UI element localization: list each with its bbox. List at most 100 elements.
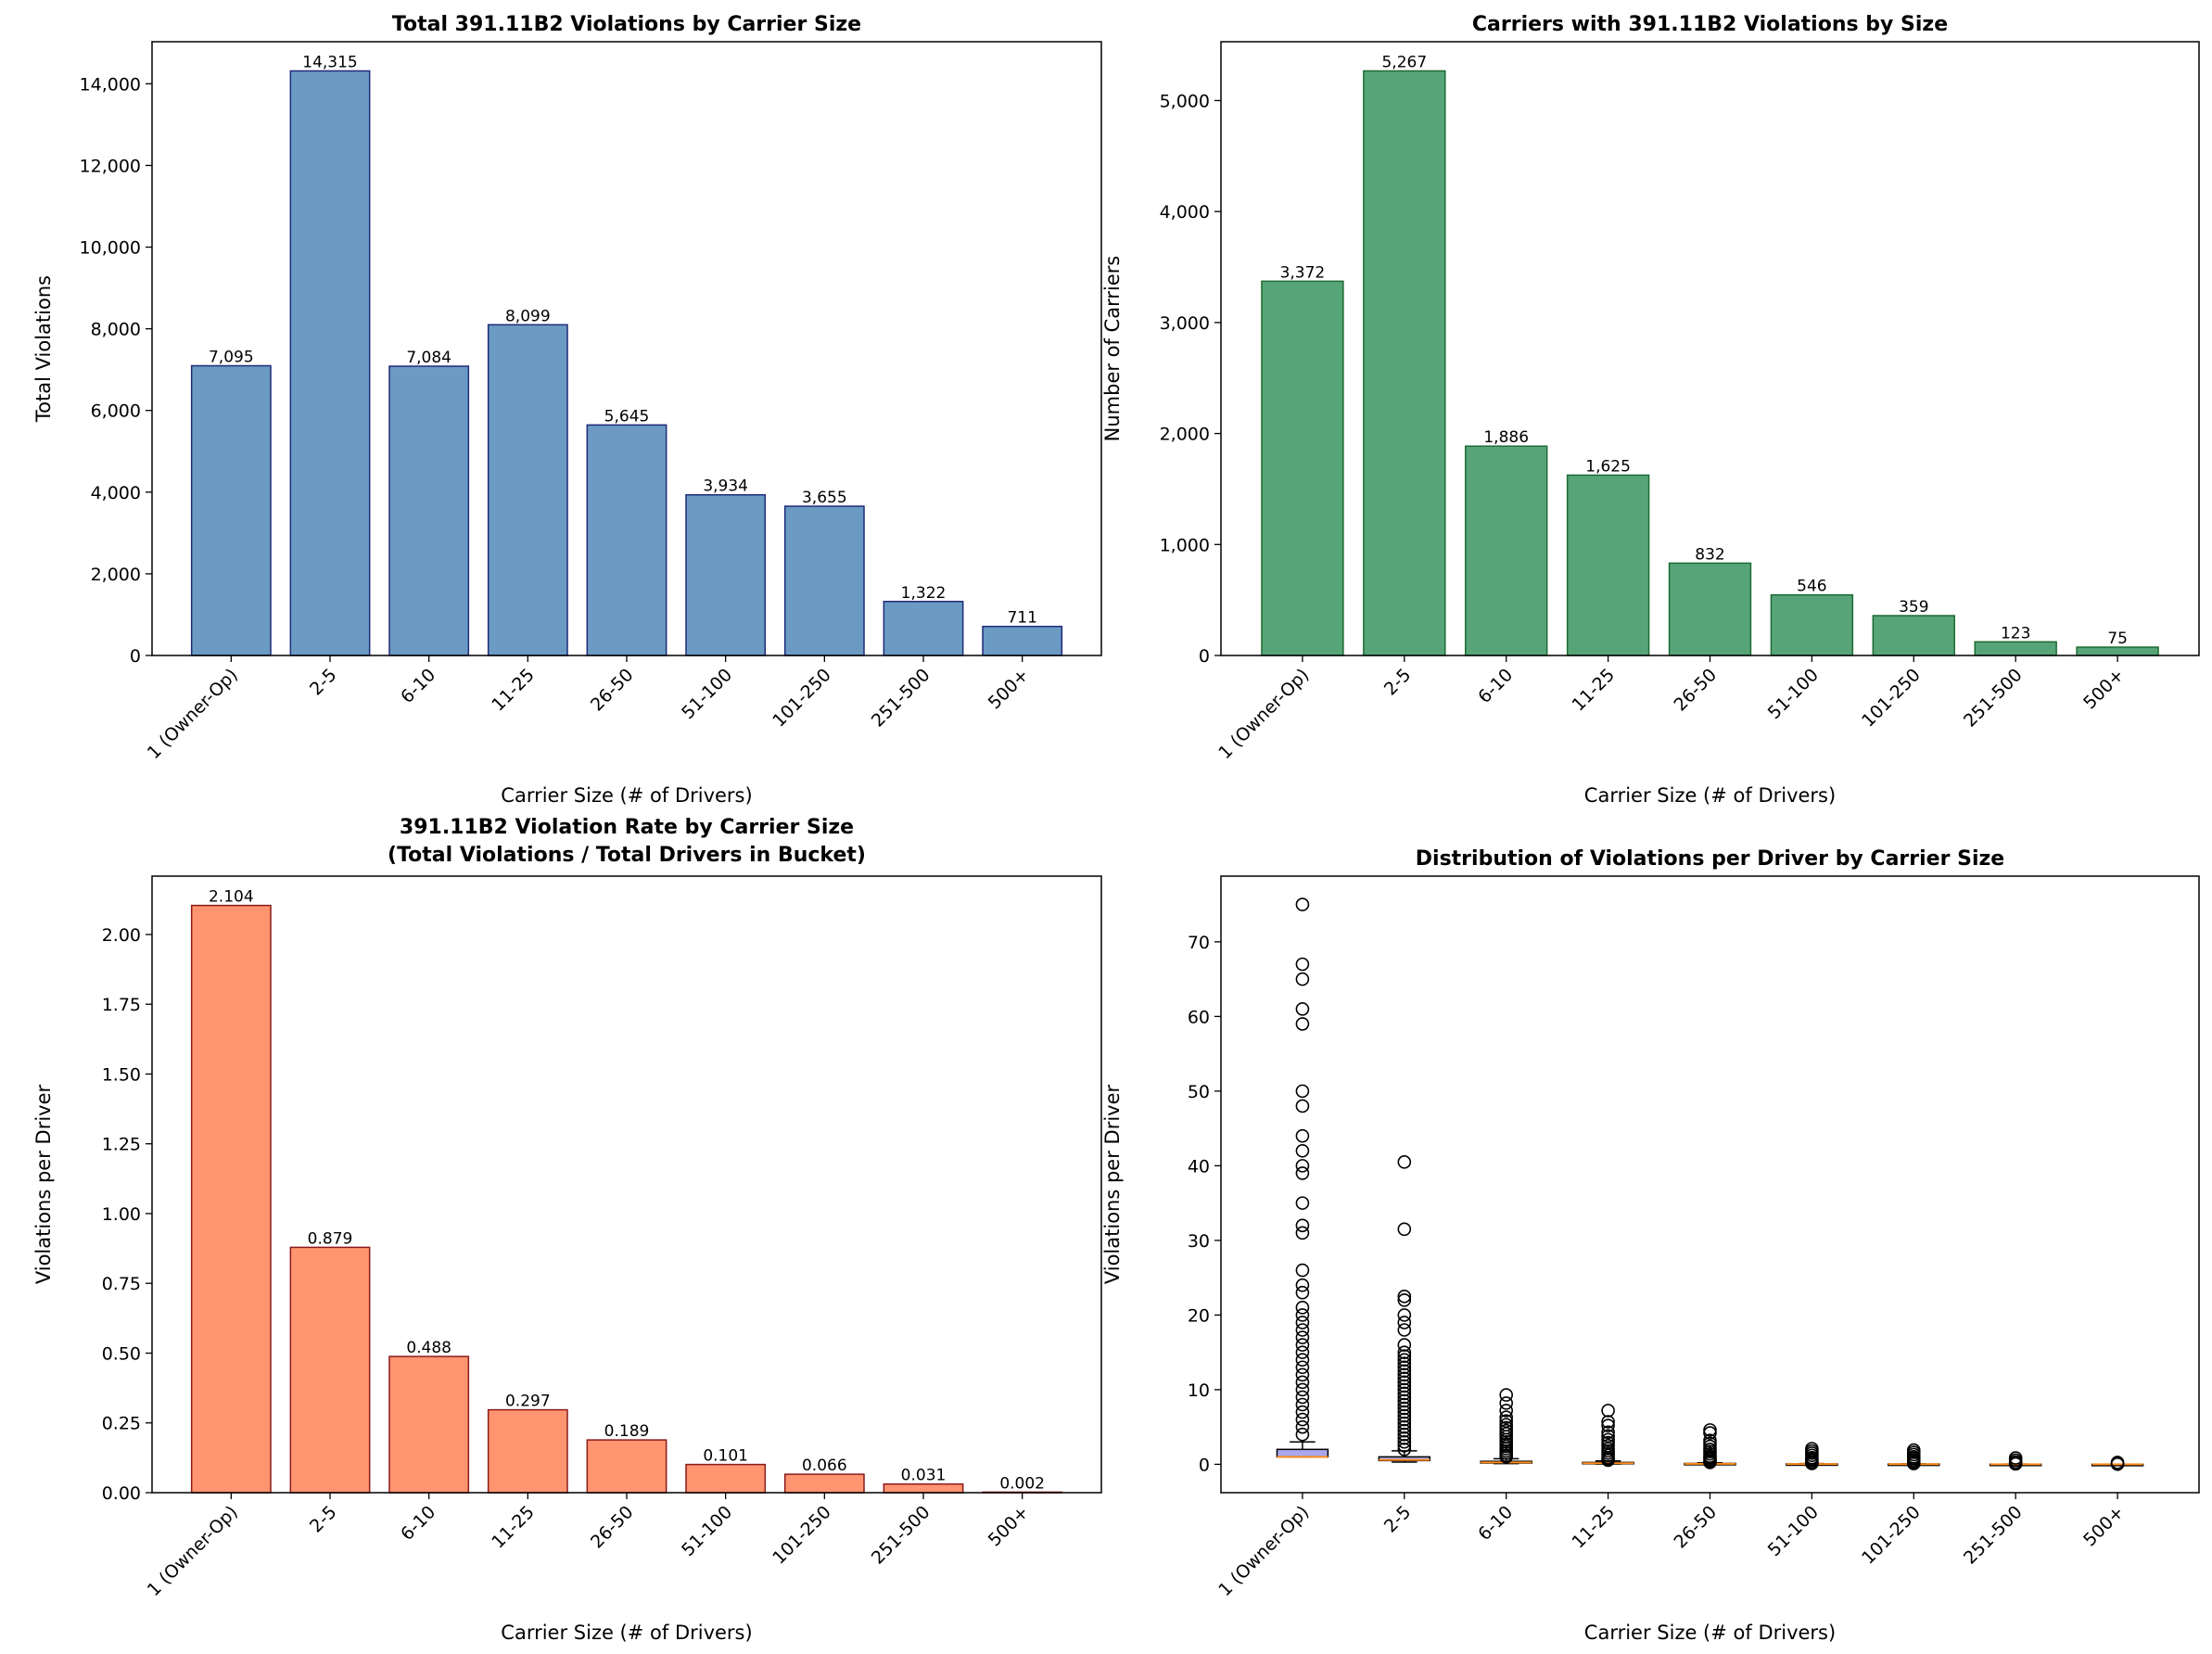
box-outlier bbox=[1397, 1397, 1412, 1412]
bar-value-label: 3,655 bbox=[802, 489, 847, 507]
box-outlier bbox=[1295, 1308, 1310, 1322]
y-tick-label: 0.25 bbox=[102, 1414, 141, 1434]
bar bbox=[388, 365, 470, 656]
box-outlier bbox=[1397, 1423, 1412, 1438]
box-outlier bbox=[1295, 972, 1310, 986]
axes-frame bbox=[1220, 41, 2200, 656]
y-tick-label: 2.00 bbox=[102, 925, 141, 946]
box-outlier bbox=[1397, 1434, 1412, 1449]
bar-value-label: 7,095 bbox=[209, 348, 254, 366]
box-outlier bbox=[1295, 1412, 1310, 1427]
box-outlier bbox=[1397, 1375, 1412, 1390]
bar-value-label: 123 bbox=[2001, 624, 2030, 643]
box-outlier bbox=[1397, 1368, 1412, 1382]
bar-value-label: 3,372 bbox=[1280, 263, 1326, 282]
box-outlier bbox=[1295, 1427, 1310, 1442]
bar-value-label: 7,084 bbox=[406, 349, 451, 367]
bar bbox=[1668, 562, 1752, 656]
box-outlier bbox=[1397, 1438, 1412, 1453]
bar bbox=[388, 1355, 470, 1494]
bar bbox=[190, 364, 272, 656]
y-tick-label: 4,000 bbox=[1160, 202, 1210, 223]
bar-value-label: 0.101 bbox=[703, 1447, 748, 1466]
bar-value-label: 0.189 bbox=[604, 1422, 650, 1441]
y-tick-label: 0.75 bbox=[102, 1274, 141, 1294]
bar-value-label: 711 bbox=[1007, 609, 1036, 628]
chart-title-line: Total 391.11B2 Violations by Carrier Siz… bbox=[392, 13, 861, 36]
bar-value-label: 3,934 bbox=[703, 477, 748, 496]
bar-value-label: 0.488 bbox=[406, 1339, 451, 1357]
bar bbox=[883, 1482, 964, 1494]
box-outlier bbox=[1295, 1128, 1310, 1143]
bar bbox=[685, 1463, 767, 1494]
y-tick-label: 1.50 bbox=[102, 1064, 141, 1085]
chart-title: Distribution of Violations per Driver by… bbox=[1416, 847, 2004, 871]
box-outlier bbox=[1397, 1308, 1412, 1322]
bar-value-label: 0.066 bbox=[802, 1457, 847, 1475]
bar-value-label: 0.002 bbox=[999, 1474, 1045, 1493]
box-outlier bbox=[1397, 1360, 1412, 1375]
box-outlier bbox=[1295, 1397, 1310, 1412]
y-axis-label: Total Violations bbox=[32, 275, 55, 423]
bar-value-label: 5,645 bbox=[604, 407, 650, 426]
bar bbox=[289, 1246, 371, 1494]
box-outlier bbox=[1295, 897, 1310, 911]
bar-value-label: 8,099 bbox=[505, 307, 551, 325]
bar bbox=[586, 424, 667, 656]
y-tick-label: 10,000 bbox=[80, 238, 141, 259]
box-outlier bbox=[1295, 1323, 1310, 1337]
bar-value-label: 0.297 bbox=[505, 1393, 551, 1411]
bar bbox=[1872, 615, 1956, 656]
box-outlier bbox=[2110, 1457, 2125, 1471]
box-outlier bbox=[1295, 1368, 1310, 1382]
bar bbox=[685, 493, 767, 656]
box-outlier bbox=[1397, 1379, 1412, 1393]
box-outlier bbox=[1499, 1410, 1514, 1424]
y-tick-label: 12,000 bbox=[80, 156, 141, 176]
bar bbox=[487, 1408, 568, 1494]
x-axis-label: Carrier Size (# of Drivers) bbox=[1584, 1622, 1836, 1644]
box-outlier bbox=[1397, 1412, 1412, 1427]
bar-value-label: 14,315 bbox=[302, 53, 357, 71]
y-tick-label: 40 bbox=[1188, 1156, 1210, 1177]
bar-value-label: 1,322 bbox=[901, 584, 947, 603]
box bbox=[1276, 1448, 1329, 1458]
box-outlier bbox=[1397, 1419, 1412, 1434]
bar-value-label: 359 bbox=[1899, 598, 1928, 617]
box-outlier bbox=[1295, 1099, 1310, 1113]
box-outlier bbox=[1601, 1425, 1615, 1440]
bar-value-label: 0.031 bbox=[901, 1467, 947, 1485]
x-axis-label: Carrier Size (# of Drivers) bbox=[501, 784, 752, 807]
bar bbox=[982, 625, 1063, 656]
chart-title: Carriers with 391.11B2 Violations by Siz… bbox=[1472, 13, 1948, 36]
box-outlier bbox=[1295, 1017, 1310, 1031]
box-outlier bbox=[1295, 1390, 1310, 1405]
bar-value-label: 1,625 bbox=[1585, 457, 1631, 476]
bar bbox=[586, 1439, 667, 1494]
chart-title-line: 391.11B2 Violation Rate by Carrier Size bbox=[400, 816, 854, 839]
chart-title: 391.11B2 Violation Rate by Carrier Size (… bbox=[388, 816, 866, 867]
axes-frame bbox=[1220, 875, 2200, 1494]
y-tick-label: 5,000 bbox=[1160, 91, 1210, 111]
box-outlier bbox=[1397, 1408, 1412, 1423]
bar bbox=[1363, 70, 1446, 656]
y-axis-label: Number of Carriers bbox=[1101, 256, 1124, 442]
box-outlier bbox=[1397, 1292, 1412, 1307]
chart-title-line: (Total Violations / Total Drivers in Buc… bbox=[388, 844, 866, 867]
box-outlier bbox=[1295, 1263, 1310, 1278]
bar bbox=[289, 70, 371, 656]
box-outlier bbox=[1499, 1404, 1514, 1418]
box-outlier bbox=[1601, 1404, 1615, 1418]
box-outlier bbox=[1295, 1382, 1310, 1397]
box-outlier bbox=[1295, 1301, 1310, 1315]
box-outlier bbox=[1601, 1453, 1615, 1468]
box-outlier bbox=[1295, 1285, 1310, 1300]
axes-frame bbox=[151, 41, 1102, 656]
y-tick-label: 20 bbox=[1188, 1305, 1210, 1326]
chart-title-line: Carriers with 391.11B2 Violations by Siz… bbox=[1472, 13, 1948, 36]
y-tick-label: 2,000 bbox=[1160, 425, 1210, 445]
box-outlier bbox=[1397, 1349, 1412, 1363]
box-outlier bbox=[1295, 1143, 1310, 1158]
bar bbox=[1974, 641, 2057, 656]
box-outlier bbox=[1397, 1155, 1412, 1169]
